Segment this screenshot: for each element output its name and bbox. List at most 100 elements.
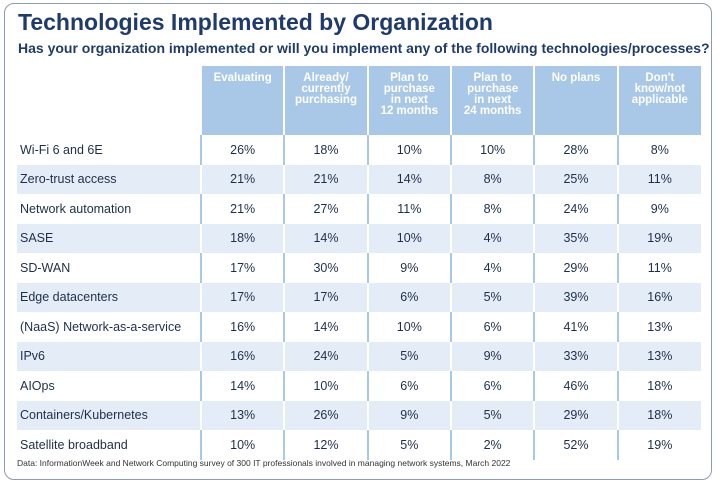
cell-value: 19% — [616, 223, 701, 253]
cell-value: 21% — [199, 164, 285, 194]
cell-value: 8% — [449, 194, 535, 224]
cell-value: 10% — [366, 135, 451, 165]
cell-value: 13% — [616, 312, 701, 342]
cell-value: 9% — [366, 400, 451, 430]
cell-value: 17% — [283, 282, 368, 312]
cell-value: 14% — [283, 312, 368, 342]
cell-value: 17% — [199, 253, 285, 283]
cell-value: 21% — [199, 194, 285, 224]
cell-value: 6% — [449, 371, 535, 401]
cell-value: 27% — [283, 194, 368, 224]
cell-value: 6% — [366, 371, 451, 401]
column-header: Already/currently purchasing — [283, 66, 368, 135]
header-row: Evaluating Already/currently purchasing Pla… — [17, 66, 701, 135]
table-row: Network automation 21% 27% 11% 8% 24% 9% — [17, 194, 701, 224]
row-label: Edge datacenters — [17, 282, 201, 312]
row-label: AIOps — [17, 371, 201, 401]
cell-value: 29% — [533, 400, 618, 430]
table-row: AIOps 14% 10% 6% 6% 46% 18% — [17, 371, 701, 401]
cell-value: 10% — [366, 223, 451, 253]
cell-value: 19% — [616, 430, 701, 460]
cell-value: 18% — [616, 371, 701, 401]
table-row: Satellite broadband 10% 12% 5% 2% 52% 19% — [17, 430, 701, 460]
cell-value: 8% — [449, 164, 535, 194]
cell-value: 10% — [283, 371, 368, 401]
row-label: SASE — [17, 223, 201, 253]
table-row: IPv6 16% 24% 5% 9% 33% 13% — [17, 341, 701, 371]
cell-value: 6% — [449, 312, 535, 342]
column-header: Don't know/not applicable — [616, 66, 701, 135]
cell-value: 5% — [449, 400, 535, 430]
cell-value: 11% — [366, 194, 451, 224]
cell-value: 5% — [449, 282, 535, 312]
table-row: Containers/Kubernetes 13% 26% 9% 5% 29% 18% — [17, 400, 701, 430]
cell-value: 30% — [283, 253, 368, 283]
column-header: Plan to purchase in next 12 months — [366, 66, 451, 135]
row-label: Containers/Kubernetes — [17, 400, 201, 430]
source-note: Data: InformationWeek and Network Comput… — [17, 458, 511, 468]
cell-value: 16% — [616, 282, 701, 312]
row-label: Zero-trust access — [17, 164, 201, 194]
cell-value: 24% — [283, 341, 368, 371]
cell-value: 5% — [366, 341, 451, 371]
column-header: Evaluating — [199, 66, 285, 135]
cell-value: 14% — [283, 223, 368, 253]
cell-value: 35% — [533, 223, 618, 253]
cell-value: 10% — [449, 135, 535, 165]
cell-value: 26% — [199, 135, 285, 165]
cell-value: 33% — [533, 341, 618, 371]
cell-value: 14% — [199, 371, 285, 401]
cell-value: 16% — [199, 312, 285, 342]
chart-subtitle: Has your organization implemented or wil… — [18, 40, 710, 56]
table-row: (NaaS) Network-as-a-service 16% 14% 10% 6% 41… — [17, 312, 701, 342]
cell-value: 26% — [283, 400, 368, 430]
cell-value: 8% — [616, 135, 701, 165]
cell-value: 28% — [533, 135, 618, 165]
header-corner — [17, 66, 201, 135]
cell-value: 2% — [449, 430, 535, 460]
cell-value: 17% — [199, 282, 285, 312]
cell-value: 14% — [366, 164, 451, 194]
cell-value: 46% — [533, 371, 618, 401]
cell-value: 52% — [533, 430, 618, 460]
cell-value: 11% — [616, 164, 701, 194]
cell-value: 4% — [449, 253, 535, 283]
cell-value: 13% — [199, 400, 285, 430]
cell-value: 41% — [533, 312, 618, 342]
cell-value: 9% — [616, 194, 701, 224]
cell-value: 11% — [616, 253, 701, 283]
cell-value: 39% — [533, 282, 618, 312]
cell-value: 6% — [366, 282, 451, 312]
cell-value: 16% — [199, 341, 285, 371]
cell-value: 12% — [283, 430, 368, 460]
cell-value: 18% — [616, 400, 701, 430]
cell-value: 18% — [199, 223, 285, 253]
row-label: IPv6 — [17, 341, 201, 371]
cell-value: 9% — [449, 341, 535, 371]
cell-value: 21% — [283, 164, 368, 194]
table-row: SD-WAN 17% 30% 9% 4% 29% 11% — [17, 253, 701, 283]
row-label: Wi-Fi 6 and 6E — [17, 135, 201, 165]
column-header: No plans — [533, 66, 618, 135]
chart-title: Technologies Implemented by Organization — [18, 9, 493, 35]
cell-value: 10% — [199, 430, 285, 460]
cell-value: 4% — [449, 223, 535, 253]
cell-value: 10% — [366, 312, 451, 342]
row-label: Satellite broadband — [17, 430, 201, 460]
table-row: Zero-trust access 21% 21% 14% 8% 25% 11% — [17, 164, 701, 194]
cell-value: 13% — [616, 341, 701, 371]
row-label: Network automation — [17, 194, 201, 224]
cell-value: 25% — [533, 164, 618, 194]
table-row: Edge datacenters 17% 17% 6% 5% 39% 16% — [17, 282, 701, 312]
row-label: (NaaS) Network-as-a-service — [17, 312, 201, 342]
cell-value: 18% — [283, 135, 368, 165]
data-table: Evaluating Already/currently purchasing Pla… — [17, 66, 701, 460]
table-row: Wi-Fi 6 and 6E 26% 18% 10% 10% 28% 8% — [17, 135, 701, 165]
column-header: Plan to purchase in next 24 months — [449, 66, 535, 135]
cell-value: 24% — [533, 194, 618, 224]
cell-value: 29% — [533, 253, 618, 283]
table-body: Wi-Fi 6 and 6E 26% 18% 10% 10% 28% 8% Zero-trus… — [17, 135, 701, 460]
table-row: SASE 18% 14% 10% 4% 35% 19% — [17, 223, 701, 253]
cell-value: 9% — [366, 253, 451, 283]
cell-value: 5% — [366, 430, 451, 460]
